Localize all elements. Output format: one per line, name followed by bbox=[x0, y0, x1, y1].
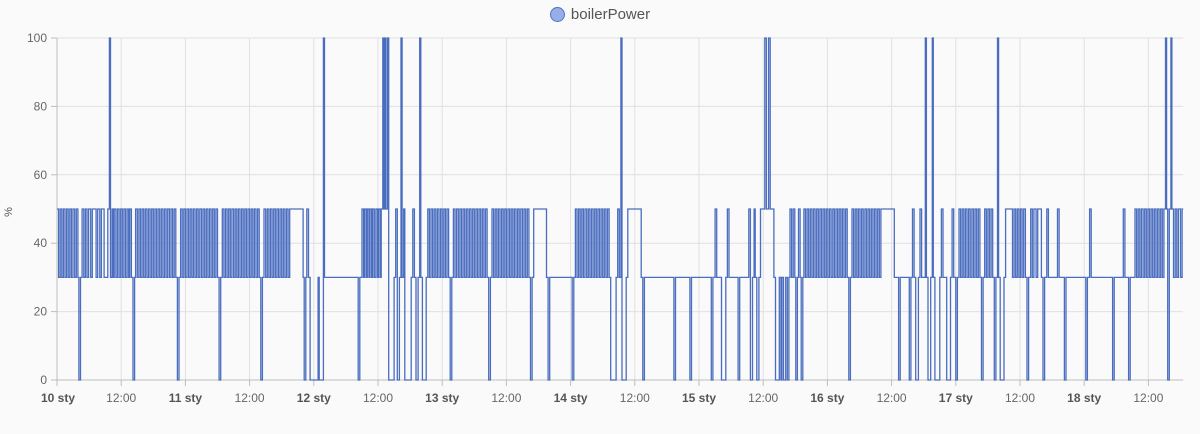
x-tick-label: 17 sty bbox=[939, 391, 973, 405]
y-axis-label: % bbox=[3, 207, 15, 217]
x-tick-label: 14 sty bbox=[554, 391, 588, 405]
x-tick-label: 11 sty bbox=[169, 391, 203, 405]
x-tick-label: 10 sty bbox=[41, 391, 75, 405]
x-tick-label: 12:00 bbox=[1133, 391, 1163, 405]
x-tick-label: 18 sty bbox=[1067, 391, 1101, 405]
x-tick-label: 15 sty bbox=[682, 391, 716, 405]
legend-swatch-circle-icon[interactable] bbox=[549, 7, 565, 22]
x-axis: 10 sty 12:00 11 sty 12:00 12 sty 12:00 13 sty 1… bbox=[41, 380, 1164, 405]
y-tick-label: 0 bbox=[40, 373, 47, 387]
x-tick-label: 12:00 bbox=[748, 391, 778, 405]
boilerpower-series-line[interactable] bbox=[57, 37, 1184, 381]
chart-legend: boilerPower bbox=[0, 6, 1200, 23]
x-tick-label: 12:00 bbox=[106, 391, 136, 405]
x-tick-label: 12:00 bbox=[877, 391, 907, 405]
x-tick-label: 12 sty bbox=[297, 391, 331, 405]
legend-label[interactable]: boilerPower bbox=[570, 6, 651, 23]
y-axis: 0 20 40 60 80 100 bbox=[27, 31, 57, 387]
y-tick-label: 40 bbox=[34, 236, 48, 250]
x-tick-label: 12:00 bbox=[235, 391, 265, 405]
y-tick-label: 80 bbox=[34, 99, 48, 113]
y-tick-label: 60 bbox=[34, 168, 48, 182]
x-tick-label: 16 sty bbox=[810, 391, 844, 405]
x-tick-label: 12:00 bbox=[491, 391, 521, 405]
y-tick-label: 100 bbox=[27, 31, 47, 45]
y-tick-label: 20 bbox=[34, 305, 48, 319]
x-tick-label: 13 sty bbox=[425, 391, 459, 405]
x-tick-label: 12:00 bbox=[1005, 391, 1035, 405]
x-tick-label: 12:00 bbox=[363, 391, 393, 405]
x-tick-label: 12:00 bbox=[620, 391, 650, 405]
